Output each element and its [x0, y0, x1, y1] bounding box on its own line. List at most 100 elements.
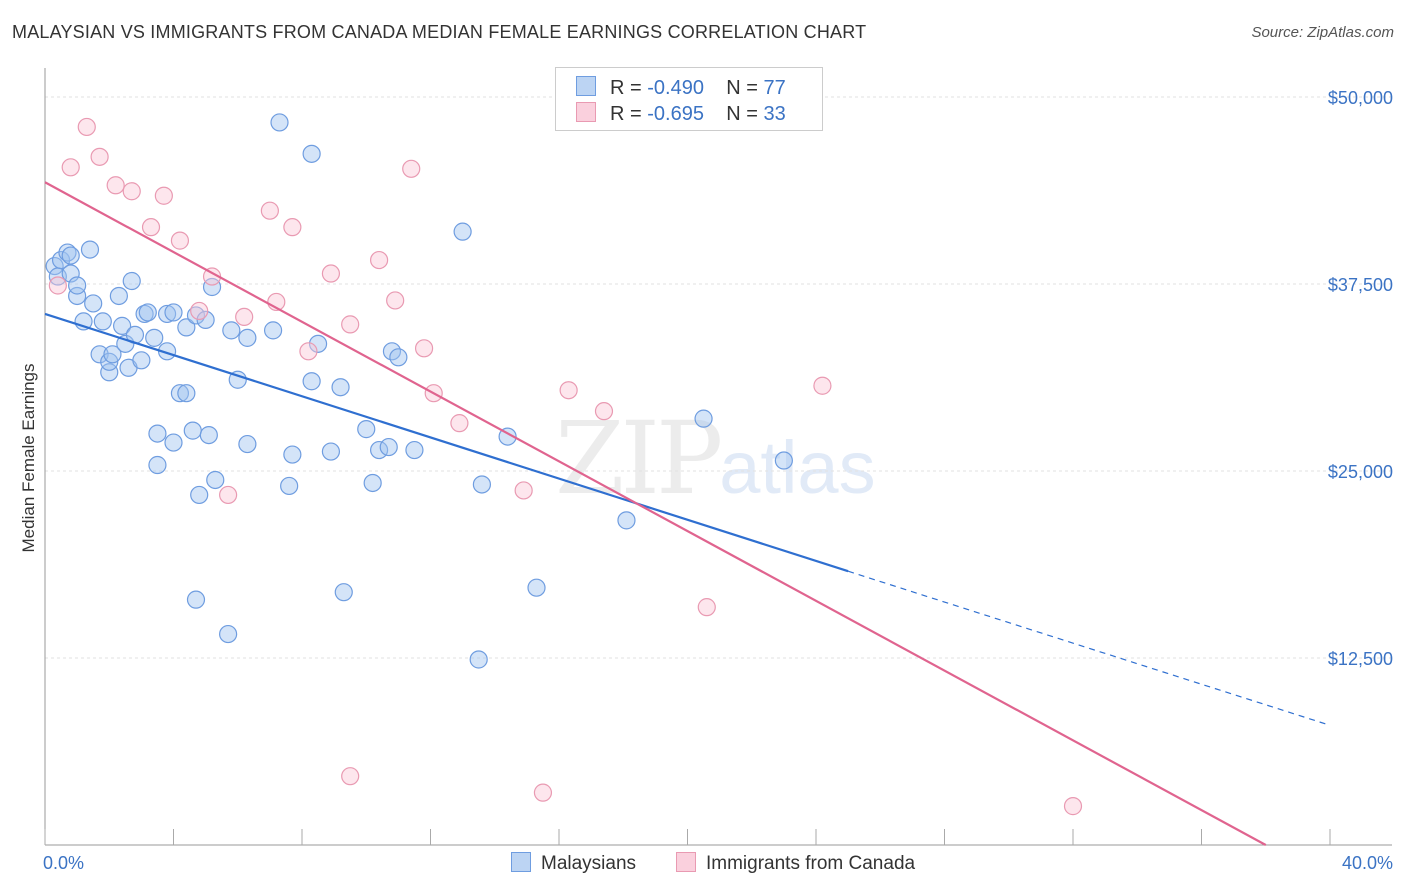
malaysians-point	[405, 440, 424, 460]
bottom-legend-label: Immigrants from Canada	[706, 853, 916, 874]
malaysians-point	[206, 470, 225, 490]
legend-n-value: 77	[763, 77, 786, 99]
canada-point	[61, 158, 80, 177]
malaysians-point	[238, 328, 257, 347]
malaysians-point	[283, 445, 302, 464]
legend-n-label: N =	[726, 103, 764, 125]
canada-point	[321, 264, 341, 283]
malaysians-point	[363, 473, 382, 493]
canada-point	[48, 276, 67, 295]
malaysians-point	[472, 475, 491, 494]
canada-swatch	[676, 852, 696, 872]
legend-r-label: R =	[610, 103, 648, 125]
canada-point	[219, 485, 238, 505]
canada-point	[77, 117, 96, 137]
bottom-legend-canada: Immigrants from Canada	[676, 852, 915, 875]
canada-point	[514, 481, 533, 500]
malaysians-point	[186, 590, 206, 609]
malaysians-point	[199, 425, 218, 445]
canada-point	[386, 291, 405, 310]
malaysians-point	[196, 310, 215, 330]
malaysians-point	[122, 271, 141, 291]
canada-point	[235, 307, 254, 327]
malaysians-point	[157, 304, 177, 324]
malaysians-point	[145, 328, 164, 347]
malaysians-point	[389, 348, 408, 367]
malaysians-point	[132, 351, 151, 370]
malaysians-point	[183, 421, 202, 440]
malaysians-point	[109, 286, 128, 306]
malaysians-point	[263, 321, 283, 340]
canada-point	[813, 376, 832, 395]
canada-point	[533, 783, 553, 802]
malaysians-point	[177, 384, 196, 403]
malaysians-point	[321, 442, 341, 461]
legend-row-canada: R = -0.695 N = 33	[576, 102, 786, 128]
malaysians-point	[694, 409, 713, 428]
canada-swatch	[576, 102, 596, 122]
legend-row-malaysians: R = -0.490 N = 77	[576, 76, 786, 102]
malaysians-point	[148, 424, 167, 443]
malaysians-point	[100, 363, 119, 382]
canada-point	[141, 218, 161, 237]
malaysians-point	[58, 243, 77, 262]
y-tick-label: $25,000	[1328, 462, 1393, 482]
y-axis-title: Median Female Earnings	[19, 364, 38, 553]
correlation-legend: R = -0.490 N = 77 R = -0.695 N = 33	[555, 67, 823, 131]
canada-point	[154, 186, 173, 205]
malaysians-point	[68, 276, 87, 295]
malaysians-point	[164, 433, 183, 452]
malaysians-point	[202, 277, 222, 297]
bottom-legend-label: Malaysians	[541, 853, 637, 874]
malaysians-point	[170, 384, 190, 403]
malaysians-point	[84, 294, 103, 313]
canada-point	[90, 147, 109, 166]
malaysians-point	[93, 312, 112, 331]
canada-point	[450, 414, 469, 433]
legend-r-value: -0.490	[647, 77, 704, 99]
legend-n-label: N =	[726, 77, 764, 99]
malaysians-point	[308, 334, 328, 353]
malaysians-point	[103, 345, 122, 364]
canada-point	[594, 402, 614, 421]
malaysians-point	[270, 113, 289, 132]
chart-title: MALAYSIAN VS IMMIGRANTS FROM CANADA MEDI…	[12, 22, 867, 42]
watermark-atlas: atlas	[719, 426, 876, 509]
malaysians-point	[61, 246, 80, 265]
malaysians-point	[222, 321, 241, 340]
malaysians-point	[379, 437, 398, 457]
canada-point	[1063, 797, 1083, 816]
canada-trend-line	[44, 181, 1267, 846]
malaysians-point	[453, 222, 472, 241]
canada-point	[106, 176, 125, 195]
malaysians-point	[51, 250, 71, 270]
malaysians-point	[190, 485, 209, 505]
canada-point	[190, 301, 209, 321]
legend-r-value: -0.695	[647, 103, 704, 125]
malaysians-swatch	[511, 852, 531, 872]
canada-point	[559, 381, 578, 400]
canada-point	[170, 231, 190, 250]
malaysians-point	[68, 286, 87, 306]
canada-point	[370, 250, 389, 270]
canada-point	[283, 218, 302, 237]
malaysians-point	[302, 144, 321, 163]
malaysians-point	[148, 455, 167, 475]
x-tick-label: 0.0%	[43, 853, 84, 873]
legend-n-value: 33	[763, 103, 786, 125]
malaysians-point	[357, 420, 376, 439]
y-tick-label: $37,500	[1328, 275, 1393, 295]
canada-point	[414, 339, 434, 358]
malaysians-point	[527, 578, 546, 597]
canada-point	[260, 201, 279, 220]
bottom-legend-malaysians: Malaysians	[511, 852, 636, 875]
canada-point	[697, 598, 716, 617]
canada-point	[341, 315, 360, 334]
malaysians-point	[334, 583, 353, 602]
y-tick-label: $50,000	[1328, 88, 1393, 108]
canada-point	[402, 159, 421, 178]
malaysians-point	[331, 378, 350, 397]
malaysians-swatch	[576, 76, 596, 96]
malaysians-point	[164, 303, 183, 322]
